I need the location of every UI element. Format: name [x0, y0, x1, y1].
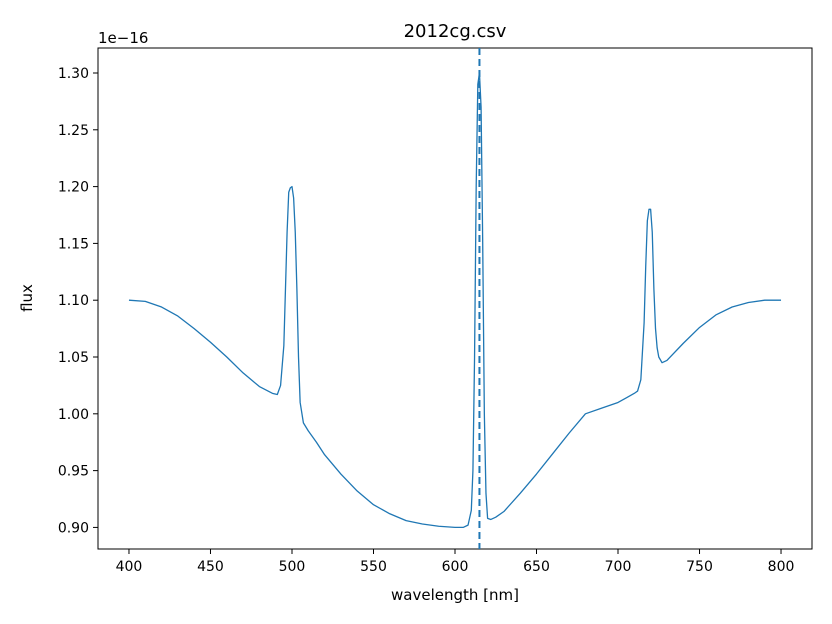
x-tick-label: 550	[360, 559, 387, 575]
y-tick-label: 1.00	[58, 407, 89, 423]
y-tick-label: 1.25	[58, 123, 89, 139]
x-tick-label: 700	[605, 559, 632, 575]
x-tick-label: 400	[116, 559, 143, 575]
y-axis-offset-text: 1e−16	[98, 29, 148, 47]
flux-series-line	[128, 72, 782, 529]
plot-area: 400 450 500 550 600 650 700 750 800 0.90 0.95 1.00…	[58, 47, 813, 575]
y-axis-ticks: 0.90 0.95 1.00 1.05 1.10 1.15 1.20 1.25 1.30	[58, 66, 98, 536]
y-tick-label: 0.95	[58, 464, 89, 480]
x-axis-ticks: 400 450 500 550 600 650 700 750 800	[116, 549, 795, 575]
x-tick-label: 600	[442, 559, 469, 575]
series-layer	[128, 72, 782, 529]
x-tick-label: 650	[523, 559, 550, 575]
y-tick-label: 1.30	[58, 66, 89, 82]
x-tick-label: 450	[197, 559, 224, 575]
y-tick-label: 1.05	[58, 350, 89, 366]
y-tick-label: 0.90	[58, 520, 89, 536]
x-tick-label: 750	[686, 559, 713, 575]
x-tick-label: 500	[279, 559, 306, 575]
y-tick-label: 1.15	[58, 236, 89, 252]
x-axis-label: wavelength [nm]	[391, 586, 519, 604]
x-tick-label: 800	[768, 559, 795, 575]
y-tick-label: 1.20	[58, 180, 89, 196]
y-axis-label: flux	[18, 284, 36, 312]
chart-title: 2012cg.csv	[404, 21, 507, 42]
y-tick-label: 1.10	[58, 293, 89, 309]
